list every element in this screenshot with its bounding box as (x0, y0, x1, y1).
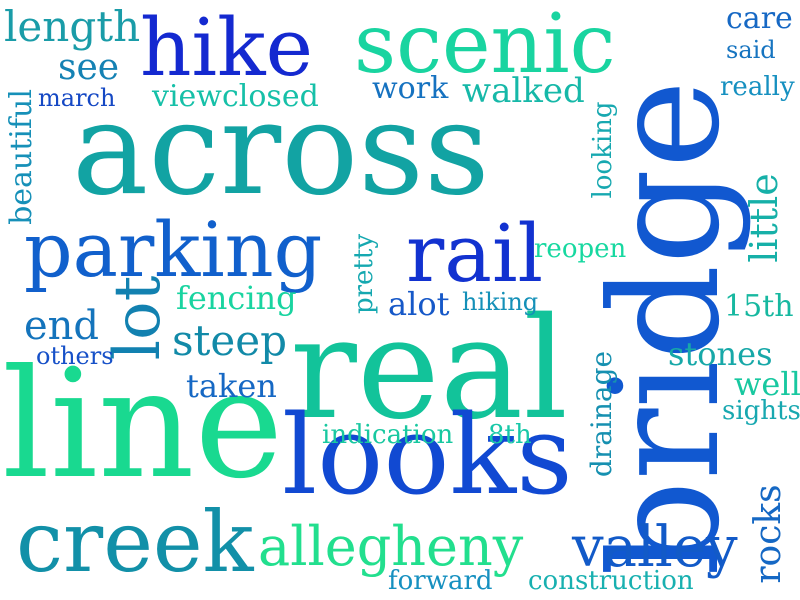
word-rail: rail (406, 207, 544, 300)
word-march: march (38, 84, 116, 112)
word-forward: forward (388, 566, 493, 596)
word-viewclosed: viewclosed (152, 79, 319, 114)
word-drainage: drainage (585, 350, 618, 478)
word-walked: walked (462, 71, 585, 111)
word-across: across (72, 75, 490, 224)
word-allegheny: allegheny (258, 515, 524, 578)
word-lot: lot (101, 275, 175, 361)
word-others: others (36, 342, 114, 370)
word-see: see (58, 47, 120, 88)
word-hiking: hiking (462, 288, 539, 316)
word-sights: sights (722, 396, 800, 426)
word-care: care (726, 1, 793, 36)
word-steep: steep (172, 316, 288, 365)
word-little: little (742, 173, 786, 263)
word-indication: indication (322, 420, 454, 450)
word-hike: hike (140, 1, 313, 94)
word-creek: creek (16, 493, 254, 591)
word-really: really (720, 72, 795, 102)
word-looking: looking (588, 101, 618, 199)
word-15th: 15th (724, 289, 794, 324)
word-length: length (4, 2, 141, 51)
word-stones: stones (668, 335, 773, 373)
word-well: well (734, 365, 800, 403)
word-real: real (290, 288, 569, 451)
word-beautiful: beautiful (4, 89, 39, 225)
word-said: said (726, 36, 776, 64)
word-scenic: scenic (354, 0, 616, 92)
word-valley: valley (572, 515, 738, 580)
word-rocks: rocks (748, 484, 789, 584)
word-8th: 8th (488, 420, 532, 450)
word-reopen: reopen (534, 234, 627, 264)
word-taken: taken (186, 367, 277, 405)
word-fencing: fencing (176, 279, 297, 317)
word-parking: parking (24, 205, 323, 294)
word-construction: construction (528, 566, 694, 596)
word-alot: alot (388, 285, 450, 323)
word-work: work (372, 71, 449, 106)
word-looks: looks (282, 391, 573, 519)
word-end: end (24, 303, 100, 349)
word-pretty: pretty (349, 233, 379, 315)
word-line: line (2, 338, 284, 512)
